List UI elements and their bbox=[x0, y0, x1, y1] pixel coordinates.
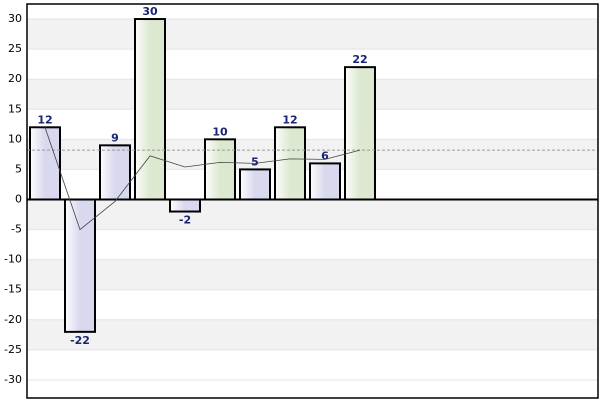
data-label: 12 bbox=[282, 113, 297, 126]
bar-shine bbox=[171, 200, 185, 211]
grid-band bbox=[27, 199, 598, 230]
y-tick-label: 30 bbox=[8, 12, 22, 25]
data-label: 9 bbox=[111, 131, 119, 144]
data-label: -22 bbox=[70, 334, 90, 347]
y-tick-label: -25 bbox=[4, 343, 22, 356]
bar-shine bbox=[206, 140, 220, 199]
y-tick-label: 0 bbox=[15, 192, 22, 205]
data-label: 12 bbox=[37, 113, 52, 126]
y-tick-label: 10 bbox=[8, 132, 22, 145]
data-label: 10 bbox=[212, 125, 228, 138]
grid-band bbox=[27, 79, 598, 110]
grid-band bbox=[27, 259, 598, 290]
data-label: 22 bbox=[352, 53, 367, 66]
bar-shine bbox=[101, 146, 115, 199]
y-tick-label: -20 bbox=[4, 313, 22, 326]
bar-shine bbox=[31, 128, 45, 199]
bar-shine bbox=[276, 128, 290, 199]
y-tick-label: -15 bbox=[4, 283, 22, 296]
y-tick-label: -30 bbox=[4, 373, 22, 386]
y-tick-label: 20 bbox=[8, 72, 22, 85]
y-tick-label: 5 bbox=[15, 162, 22, 175]
y-tick-label: -10 bbox=[4, 253, 22, 266]
data-label: 5 bbox=[251, 155, 259, 168]
bar-shine bbox=[241, 170, 255, 199]
bar-shine bbox=[346, 68, 360, 199]
y-tick-label: -5 bbox=[11, 223, 22, 236]
y-tick-label: 15 bbox=[8, 102, 22, 115]
data-label: 30 bbox=[142, 5, 158, 18]
data-label: -2 bbox=[179, 214, 191, 227]
plot-frame bbox=[26, 3, 599, 399]
bar-shine bbox=[311, 164, 325, 199]
y-tick-label: 25 bbox=[8, 42, 22, 55]
data-label: 6 bbox=[321, 149, 329, 162]
bar-shine bbox=[136, 20, 150, 199]
bar-shine bbox=[66, 200, 80, 331]
running-average-line bbox=[44, 127, 361, 231]
grid-band bbox=[27, 319, 598, 350]
grid-band bbox=[27, 19, 598, 50]
